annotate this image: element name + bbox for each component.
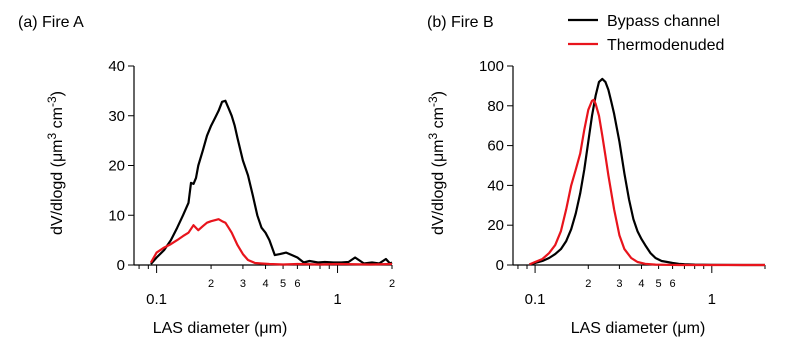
y-tick-label: 40 [108, 58, 125, 75]
y-tick-label: 10 [108, 207, 125, 224]
y-axis-title: dV/dlogd (μm3 cm-3) [45, 91, 66, 235]
plot-lines [149, 99, 393, 266]
series-thermodenuded-line [149, 218, 393, 266]
series-bypass-channel-line [150, 99, 393, 265]
legend-label: Bypass channel [607, 13, 720, 30]
x-tick-label: 0.1 [525, 291, 546, 308]
axes: 0 10 20 30 40 0.1 1 2 3 4 5 6 2 [108, 58, 395, 308]
x-minor-tick-label: 5 [280, 278, 286, 290]
legend-entry: Bypass channel [568, 13, 720, 30]
y-axis-title: dV/dlogd (μm3 cm-3) [426, 91, 447, 235]
series-bypass-channel-line [529, 77, 765, 267]
x-minor-tick-label: 4 [638, 278, 644, 290]
y-tick-label: 20 [108, 158, 125, 175]
y-tick-label: 100 [479, 58, 504, 75]
legend: Bypass channel Thermodenuded [568, 13, 724, 54]
panel-title: (a) Fire A [18, 14, 84, 31]
y-tick-label: 0 [496, 257, 504, 274]
axes: 0 20 40 60 80 100 0.1 1 2 3 4 5 6 [479, 58, 766, 308]
x-minor-tick-label: 2 [585, 278, 591, 290]
x-minor-tick-label: 6 [670, 278, 676, 290]
y-tick-label: 0 [117, 257, 125, 274]
plot-lines [529, 77, 765, 267]
y-tick-label: 60 [487, 138, 504, 155]
x-tick-label: 1 [708, 291, 716, 308]
x-minor-tick-label: 6 [294, 278, 300, 290]
x-tick-label: 1 [333, 291, 341, 308]
y-tick-label: 40 [487, 177, 504, 194]
panel-fire-b: (b) Fire B LAS diameter (μm) dV/dlogd (μ… [426, 14, 766, 337]
y-tick-label: 20 [487, 217, 504, 234]
x-tick-label: 0.1 [146, 291, 167, 308]
x-minor-tick-label: 2 [208, 278, 214, 290]
panel-title: (b) Fire B [427, 14, 494, 31]
x-minor-tick-label: 5 [656, 278, 662, 290]
x-axis-title: LAS diameter (μm) [571, 320, 706, 337]
x-minor-tick-label: 4 [262, 278, 268, 290]
x-axis-title: LAS diameter (μm) [153, 320, 288, 337]
x-minor-tick-label: 2 [389, 278, 395, 290]
legend-entry: Thermodenuded [568, 37, 724, 54]
y-tick-label: 80 [487, 98, 504, 115]
series-thermodenuded-line [529, 98, 765, 267]
x-minor-tick-label: 3 [616, 278, 622, 290]
legend-label: Thermodenuded [607, 37, 724, 54]
panel-fire-a: (a) Fire A LAS diameter (μm) dV/dlogd (μ… [18, 14, 395, 337]
y-tick-label: 30 [108, 108, 125, 125]
x-minor-tick-label: 3 [240, 278, 246, 290]
